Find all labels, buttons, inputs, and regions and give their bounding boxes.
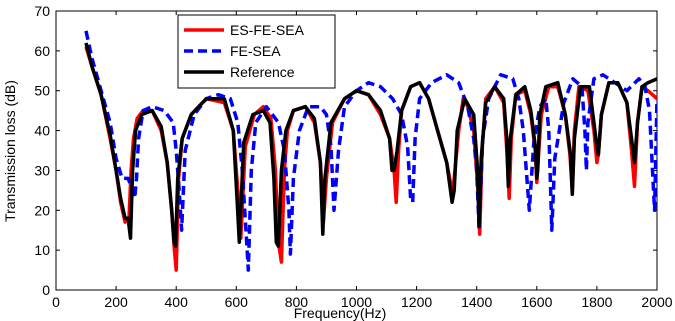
y-tick-label: 20 <box>34 202 50 218</box>
y-tick-label: 10 <box>34 242 50 258</box>
y-tick-label: 30 <box>34 162 50 178</box>
y-tick-label: 50 <box>34 83 50 99</box>
x-axis-label: Frequency(Hz) <box>294 305 387 321</box>
x-tick-label: 1800 <box>581 294 612 310</box>
legend: ES-FE-SEA FE-SEA Reference <box>177 14 336 89</box>
y-tick-label: 70 <box>34 3 50 19</box>
y-tick-label: 60 <box>34 43 50 59</box>
x-axis-ticks: 0 200 400 600 800 1000 1200 1400 1600 1800 2000 <box>52 11 673 310</box>
x-tick-label: 2000 <box>641 294 672 310</box>
series-line-reference <box>84 42 657 248</box>
x-tick-label: 1600 <box>521 294 552 310</box>
x-tick-label: 0 <box>52 294 60 310</box>
x-tick-label: 200 <box>104 294 128 310</box>
x-tick-label: 600 <box>225 294 249 310</box>
legend-label: ES-FE-SEA <box>230 22 305 38</box>
x-tick-label: 1200 <box>401 294 432 310</box>
legend-label: FE-SEA <box>230 43 281 59</box>
y-tick-label: 0 <box>42 282 50 298</box>
y-axis-label: Transmission loss (dB) <box>2 80 18 222</box>
series-lines <box>84 30 657 272</box>
x-tick-label: 800 <box>285 294 309 310</box>
plot-area <box>55 10 658 291</box>
x-tick-label: 400 <box>165 294 189 310</box>
x-tick-label: 1000 <box>341 294 372 310</box>
y-tick-label: 40 <box>34 123 50 139</box>
x-tick-label: 1400 <box>461 294 492 310</box>
y-axis-ticks: 0 10 20 30 40 50 60 70 <box>34 3 657 298</box>
legend-label: Reference <box>230 64 295 80</box>
